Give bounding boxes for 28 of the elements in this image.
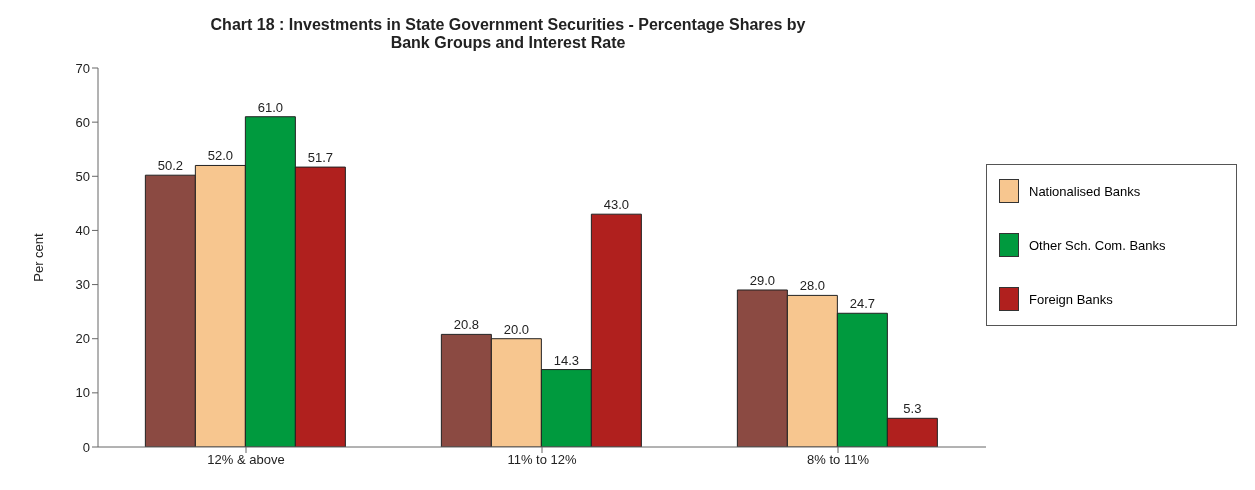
y-axis-title: Per cent [30,232,46,282]
y-tick-label: 10 [75,385,90,401]
data-label: 43.0 [603,197,630,213]
data-label: 5.3 [903,401,922,417]
data-label: 61.0 [257,99,284,115]
data-label: 50.2 [157,158,184,174]
data-label: 29.0 [749,272,776,288]
y-tick-label: 20 [75,331,90,347]
x-tick-label: 8% to 11% [807,452,870,468]
legend-label: Nationalised Banks [1029,183,1141,199]
x-tick-label: 12% & above [207,452,285,468]
legend-label: Foreign Banks [1029,291,1113,307]
data-label: 20.8 [453,317,480,333]
data-label: 20.0 [503,321,530,337]
data-label: 52.0 [207,148,234,164]
y-tick-label: 50 [75,168,90,184]
y-tick-label: 40 [75,223,90,239]
data-label: 28.0 [799,278,826,294]
data-label: 14.3 [553,352,580,368]
legend-label: Other Sch. Com. Banks [1029,237,1166,253]
data-label: 24.7 [849,296,876,312]
data-label: 51.7 [307,150,334,166]
y-tick-label: 30 [75,277,90,293]
y-tick-label: 60 [75,114,90,130]
chart-title: Chart 18 : Investments in State Government Securities - Percentage Shares by Bank Groups and Interest Rate [209,16,807,52]
x-tick-label: 11% to 12% [507,452,578,468]
y-tick-label: 0 [82,439,90,455]
y-tick-label: 70 [75,60,90,76]
